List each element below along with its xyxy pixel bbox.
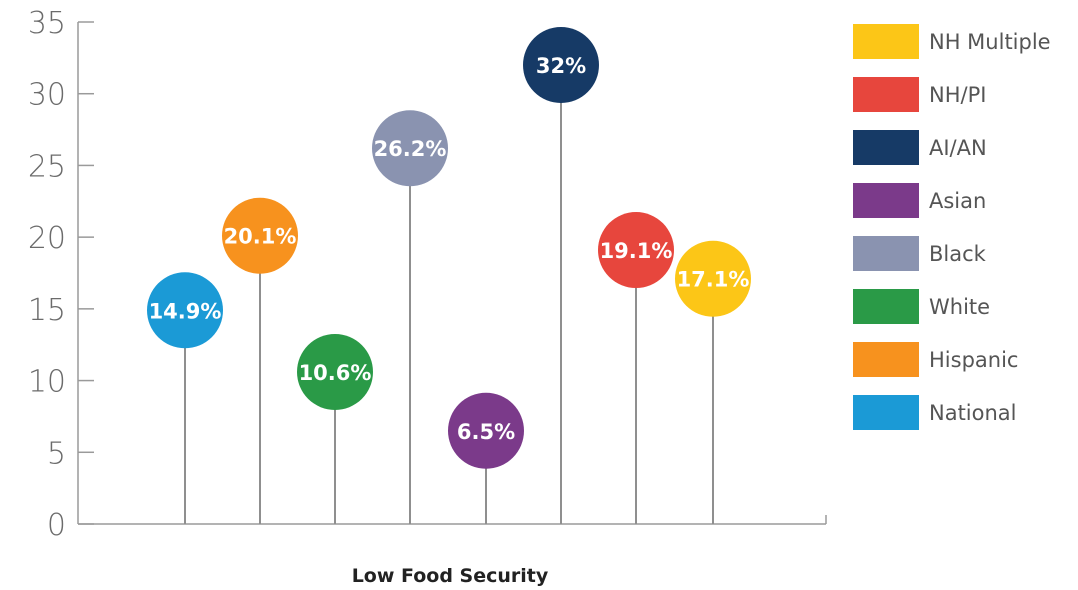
y-tick-label: 25 [28, 149, 66, 184]
data-point [448, 392, 524, 469]
data-label: 26.2% [374, 137, 447, 161]
legend-label: Hispanic [929, 348, 1018, 372]
legend-swatch [853, 395, 919, 430]
legend-swatch [853, 236, 919, 271]
y-tick-label: 0 [47, 508, 66, 543]
legend-label: National [929, 401, 1017, 425]
legend-label: AI/AN [929, 136, 987, 160]
x-axis [78, 515, 827, 525]
data-point [297, 333, 373, 410]
y-tick-label: 15 [28, 293, 66, 328]
legend: NH Multiple NH/PI AI/AN Asian Black White Hisp… [853, 24, 1051, 430]
lollipop-bubbles: 14.9% 20.1% 10.6% 26.2% 6.5% 32% 19.1%17.1% [147, 27, 751, 469]
data-point [222, 197, 298, 274]
x-axis-label: Low Food Security [352, 565, 549, 587]
y-tick-label: 20 [28, 221, 66, 256]
legend-label: Asian [929, 189, 986, 213]
lollipop-stems [184, 65, 714, 524]
y-tick-label: 10 [28, 365, 66, 400]
y-axis: 0 5 10 15 20 25 30 35 [28, 6, 94, 543]
data-point [523, 27, 599, 104]
data-point [598, 212, 674, 289]
legend-swatch [853, 130, 919, 165]
legend-label: NH/PI [929, 83, 986, 107]
data-label: 6.5% [457, 420, 515, 444]
legend-swatch [853, 289, 919, 324]
legend-swatch [853, 77, 919, 112]
data-label: 19.1% [600, 239, 673, 263]
data-point [372, 110, 448, 187]
legend-label: NH Multiple [929, 30, 1051, 54]
data-label: 17.1% [677, 268, 750, 292]
legend-swatch [853, 183, 919, 218]
legend-swatch [853, 342, 919, 377]
data-label: 20.1% [224, 225, 297, 249]
data-label: 10.6% [299, 361, 372, 385]
legend-label: Black [929, 242, 987, 266]
data-label: 32% [536, 54, 586, 78]
data-point [675, 240, 751, 317]
y-tick-label: 5 [47, 436, 66, 471]
legend-swatch [853, 24, 919, 59]
y-tick-label: 35 [28, 6, 66, 41]
y-tick-label: 30 [28, 78, 66, 113]
legend-label: White [929, 295, 990, 319]
data-point [147, 272, 223, 349]
data-label: 14.9% [149, 299, 222, 323]
